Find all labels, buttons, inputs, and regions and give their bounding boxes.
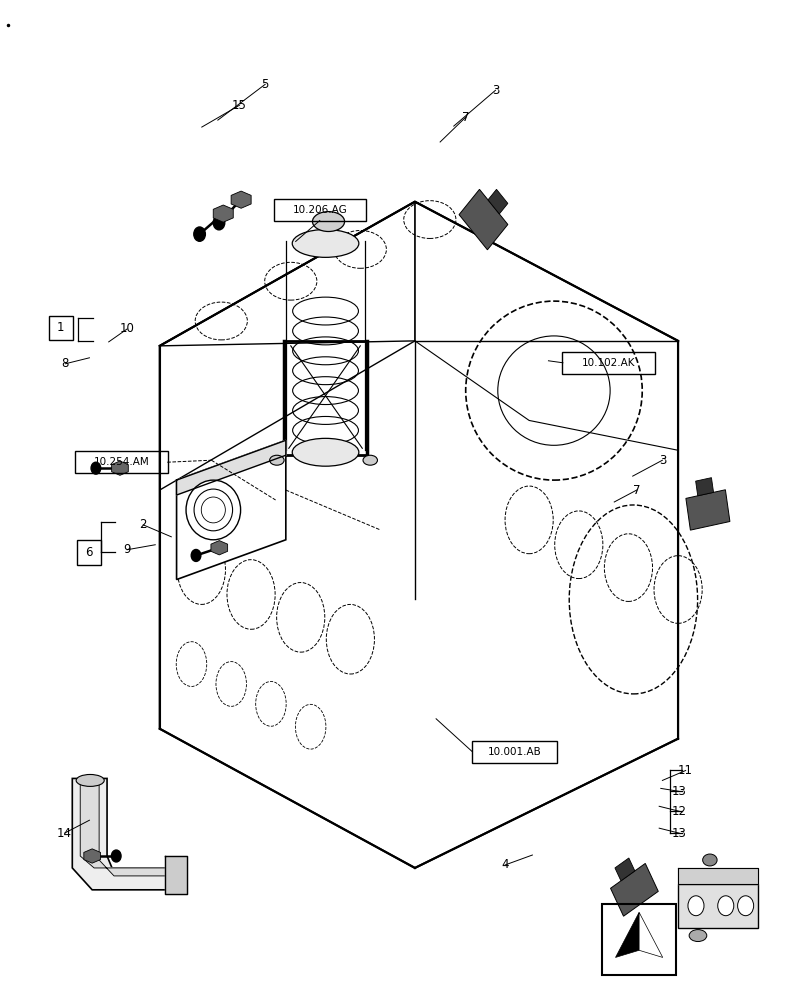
Bar	[602, 904, 676, 975]
Polygon shape	[415, 202, 678, 450]
Text: 14: 14	[57, 827, 72, 840]
Text: 6: 6	[85, 546, 92, 559]
Text: 5: 5	[262, 78, 269, 91]
Ellipse shape	[76, 774, 104, 786]
Circle shape	[718, 896, 734, 916]
Polygon shape	[231, 191, 251, 208]
Text: 8: 8	[61, 357, 69, 370]
Ellipse shape	[292, 438, 359, 466]
Circle shape	[738, 896, 754, 916]
Polygon shape	[488, 189, 508, 214]
Polygon shape	[72, 778, 177, 890]
Bar	[75, 451, 168, 473]
Text: 7: 7	[633, 484, 641, 497]
Polygon shape	[611, 863, 659, 916]
Circle shape	[213, 216, 225, 230]
Polygon shape	[84, 849, 100, 863]
Polygon shape	[177, 440, 286, 580]
Ellipse shape	[313, 212, 344, 232]
Polygon shape	[696, 478, 713, 496]
Ellipse shape	[270, 455, 284, 465]
Text: 3: 3	[492, 84, 499, 97]
Text: 10.206.AG: 10.206.AG	[292, 205, 347, 215]
Circle shape	[91, 462, 101, 474]
Polygon shape	[459, 189, 508, 250]
Ellipse shape	[292, 230, 359, 257]
Ellipse shape	[363, 455, 377, 465]
Circle shape	[112, 850, 121, 862]
Text: 1: 1	[57, 321, 65, 334]
Polygon shape	[678, 868, 758, 884]
Polygon shape	[213, 205, 234, 222]
Polygon shape	[686, 490, 730, 530]
Bar	[48, 316, 73, 340]
Text: 10: 10	[120, 322, 135, 335]
Ellipse shape	[689, 930, 707, 942]
Bar	[77, 540, 101, 565]
Text: 13: 13	[671, 827, 687, 840]
Polygon shape	[80, 783, 169, 876]
Circle shape	[191, 549, 201, 561]
Polygon shape	[211, 541, 228, 555]
Text: 13: 13	[671, 785, 687, 798]
Text: 10.254.AM: 10.254.AM	[94, 457, 149, 467]
Bar	[562, 352, 654, 374]
Polygon shape	[112, 461, 128, 475]
Polygon shape	[616, 912, 639, 957]
Text: 3: 3	[659, 454, 666, 467]
Circle shape	[194, 227, 205, 241]
Text: 10.102.AK: 10.102.AK	[582, 358, 635, 368]
Text: 4: 4	[501, 858, 509, 871]
Polygon shape	[160, 202, 415, 490]
Text: 15: 15	[232, 99, 247, 112]
Text: 12: 12	[671, 805, 687, 818]
Text: 2: 2	[140, 518, 147, 531]
Text: 9: 9	[124, 543, 131, 556]
Polygon shape	[678, 884, 758, 928]
Polygon shape	[177, 440, 286, 495]
Circle shape	[688, 896, 704, 916]
Text: 11: 11	[678, 764, 693, 777]
Ellipse shape	[703, 854, 718, 866]
Ellipse shape	[186, 480, 241, 540]
Bar	[472, 741, 558, 763]
Text: 7: 7	[462, 111, 469, 124]
Polygon shape	[615, 858, 635, 881]
Polygon shape	[165, 856, 187, 894]
Bar	[274, 199, 366, 221]
Text: 10.001.AB: 10.001.AB	[488, 747, 541, 757]
Polygon shape	[639, 912, 663, 957]
